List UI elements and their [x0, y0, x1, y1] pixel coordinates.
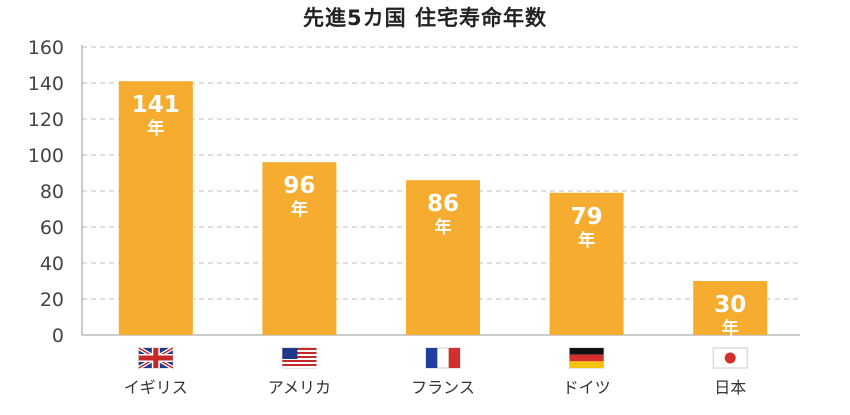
- category-label: ドイツ: [563, 378, 611, 397]
- y-tick-label: 20: [40, 289, 64, 311]
- japan-flag-icon: [712, 347, 748, 369]
- bar-value-label: 86: [427, 191, 459, 217]
- category-label: アメリカ: [268, 378, 331, 397]
- bar-value-label: 79: [571, 204, 603, 230]
- category-label: 日本: [714, 378, 746, 397]
- us-flag-icon: [281, 347, 317, 369]
- bar: [262, 162, 337, 335]
- y-tick-label: 0: [52, 325, 64, 347]
- y-tick-label: 100: [28, 145, 64, 167]
- y-tick-label: 40: [40, 253, 64, 275]
- y-tick-label: 80: [40, 181, 64, 203]
- bar-unit-label: 年: [435, 217, 452, 238]
- germany-flag-icon: [569, 347, 605, 369]
- bar-value-label: 141: [132, 92, 180, 118]
- category-label: イギリス: [124, 378, 188, 397]
- bar-unit-label: 年: [722, 318, 739, 339]
- bar: [693, 281, 768, 335]
- bar-unit-label: 年: [578, 230, 595, 251]
- bar-value-label: 96: [283, 173, 315, 199]
- category-label: フランス: [411, 378, 475, 397]
- france-flag-icon: [425, 347, 461, 369]
- bar: [549, 192, 624, 335]
- uk-flag-icon: [137, 346, 174, 370]
- bar-unit-label: 年: [147, 118, 164, 139]
- y-tick-label: 120: [28, 109, 64, 131]
- bar-value-label: 30: [714, 292, 746, 318]
- bar: [406, 180, 480, 335]
- y-tick-label: 160: [28, 37, 64, 59]
- bar-unit-label: 年: [291, 199, 308, 220]
- y-tick-label: 140: [28, 73, 64, 95]
- y-tick-label: 60: [40, 217, 64, 239]
- bar: [118, 81, 193, 335]
- chart-title: 先進5カ国 住宅寿命年数: [303, 6, 547, 30]
